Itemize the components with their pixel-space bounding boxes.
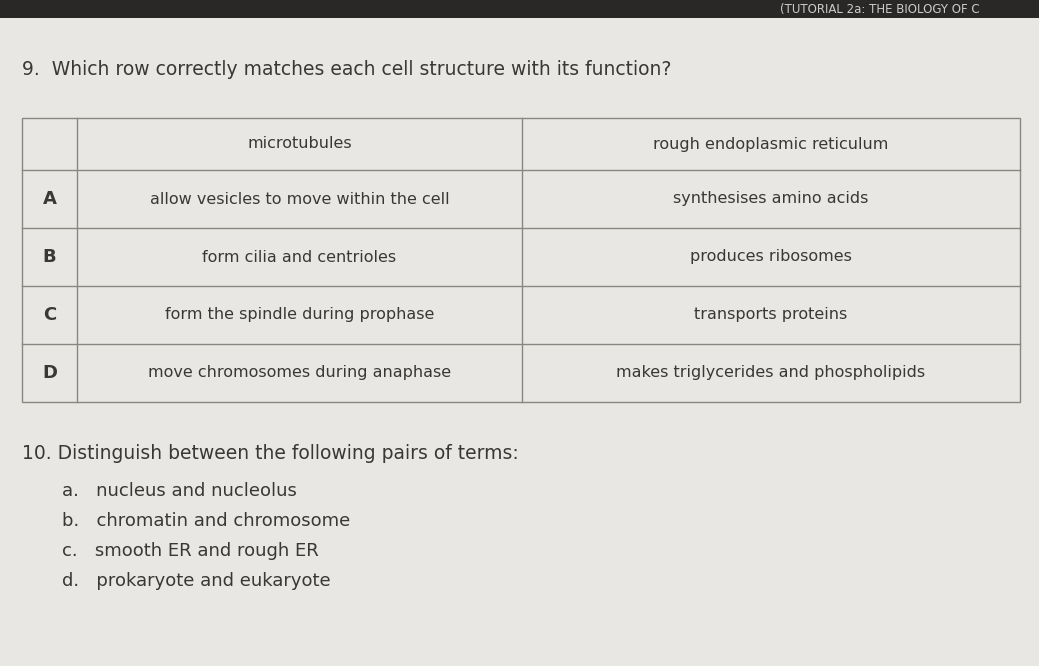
Text: C: C [43,306,56,324]
Text: transports proteins: transports proteins [694,308,848,322]
Text: b.   chromatin and chromosome: b. chromatin and chromosome [62,512,350,530]
Text: 9.  Which row correctly matches each cell structure with its function?: 9. Which row correctly matches each cell… [22,60,671,79]
Bar [0,0,1039,18]
Text: makes triglycerides and phospholipids: makes triglycerides and phospholipids [616,366,926,380]
Text: allow vesicles to move within the cell: allow vesicles to move within the cell [150,192,449,206]
Text: a.   nucleus and nucleolus: a. nucleus and nucleolus [62,482,297,500]
Text: B: B [43,248,56,266]
Text: 10. Distinguish between the following pairs of terms:: 10. Distinguish between the following pa… [22,444,518,463]
Text: (TUTORIAL 2a: THE BIOLOGY OF C: (TUTORIAL 2a: THE BIOLOGY OF C [780,3,980,15]
Bar [22,118,1020,402]
Text: microtubules: microtubules [247,137,352,151]
Text: form the spindle during prophase: form the spindle during prophase [165,308,434,322]
Text: D: D [42,364,57,382]
Text: produces ribosomes: produces ribosomes [690,250,852,264]
Text: A: A [43,190,56,208]
Text: rough endoplasmic reticulum: rough endoplasmic reticulum [654,137,888,151]
Text: c.   smooth ER and rough ER: c. smooth ER and rough ER [62,542,319,560]
Text: synthesises amino acids: synthesises amino acids [673,192,869,206]
Text: move chromosomes during anaphase: move chromosomes during anaphase [148,366,451,380]
Text: d.   prokaryote and eukaryote: d. prokaryote and eukaryote [62,572,330,590]
Text: form cilia and centrioles: form cilia and centrioles [203,250,397,264]
